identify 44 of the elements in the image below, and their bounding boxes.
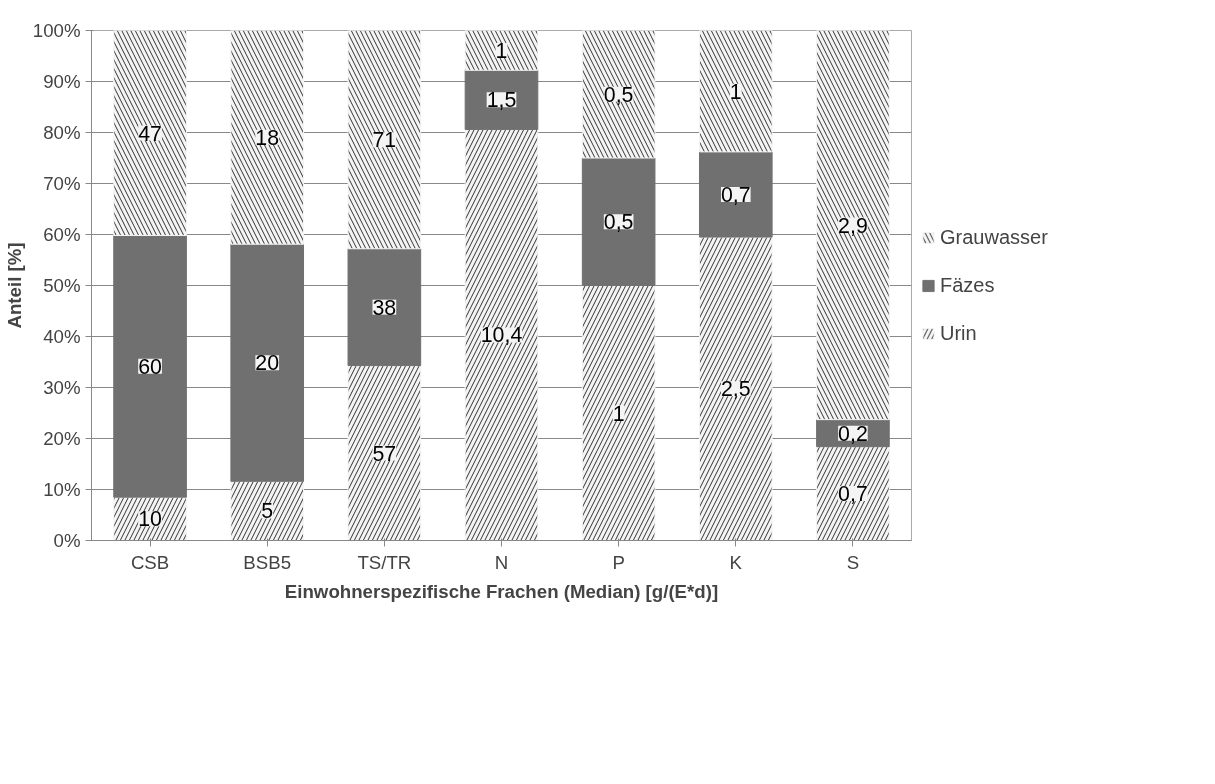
y-tick-label: 40% [43,326,81,347]
x-tick-label: P [612,551,625,573]
annotation: 60 [138,354,163,379]
annotation: 0,5 [603,210,634,235]
legend-label: Fäzes [940,273,995,297]
x-tick-label: TS/TR [357,551,412,573]
annotation: 2,5 [720,377,751,402]
x-axis-title: Einwohnerspezifische Frachen (Median) [g/(E*d)] [284,580,719,602]
y-tick-label: 20% [43,428,81,449]
x-tick-label: BSB5 [243,551,292,573]
annotation: 1 [495,38,508,63]
x-tick-label: S [846,551,860,573]
annotation: 10,4 [480,323,523,348]
y-tick-label: 50% [43,275,81,296]
annotation: 5 [261,499,274,524]
annotation: 0,5 [603,82,634,107]
y-tick-label: 80% [43,122,81,143]
y-tick-label: 100% [32,20,81,41]
annotation: 0,7 [838,482,868,507]
x-tick-label: N [494,551,509,573]
y-tick-label: 0% [53,530,81,551]
x-tick-label: K [729,551,743,573]
annotation: 10 [138,507,163,532]
annotation: 57 [372,441,397,466]
annotation: 71 [372,128,397,153]
y-axis-title: Anteil [%] [3,242,25,329]
y-tick-label: 30% [43,377,81,398]
y-tick-label: 60% [43,224,81,245]
annotation: 20 [255,351,280,376]
annotation: 47 [138,121,162,146]
legend-label: Grauwasser [940,225,1048,249]
y-tick-label: 90% [43,71,81,92]
annotation: 1 [729,79,742,104]
annotation: 38 [372,295,397,320]
y-tick-label: 70% [43,173,81,194]
annotation: 2,9 [838,213,868,238]
x-tick-label: CSB [130,551,170,573]
annotation: 0,7 [720,182,751,207]
y-tick-label: 10% [43,479,81,500]
annotation: 0,2 [838,421,868,446]
annotation: 18 [255,125,280,150]
annotation: 1 [612,401,625,426]
annotation: 1,5 [486,88,517,113]
legend-label: Urin [940,321,977,345]
